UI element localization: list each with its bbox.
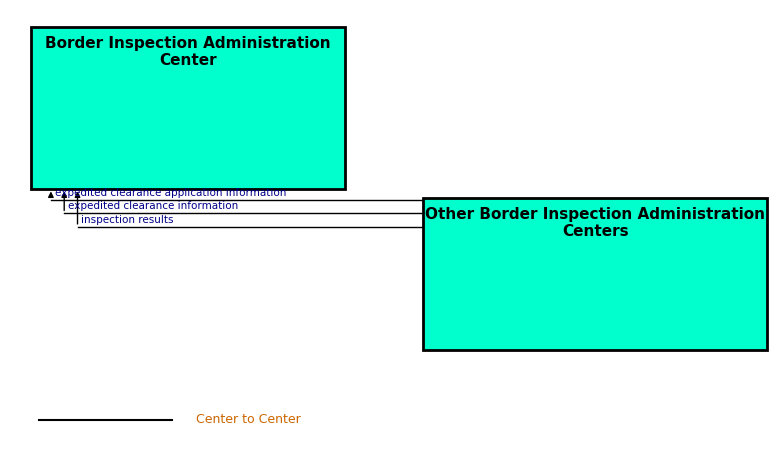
Text: Center to Center: Center to Center	[196, 414, 301, 426]
Text: expedited clearance application information: expedited clearance application informat…	[55, 188, 286, 198]
FancyBboxPatch shape	[31, 27, 345, 189]
FancyBboxPatch shape	[423, 198, 767, 350]
Text: expedited clearance information: expedited clearance information	[68, 202, 238, 211]
Text: inspection results: inspection results	[81, 215, 174, 225]
Text: Border Inspection Administration
Center: Border Inspection Administration Center	[45, 36, 330, 68]
Text: Other Border Inspection Administration
Centers: Other Border Inspection Administration C…	[425, 207, 765, 239]
